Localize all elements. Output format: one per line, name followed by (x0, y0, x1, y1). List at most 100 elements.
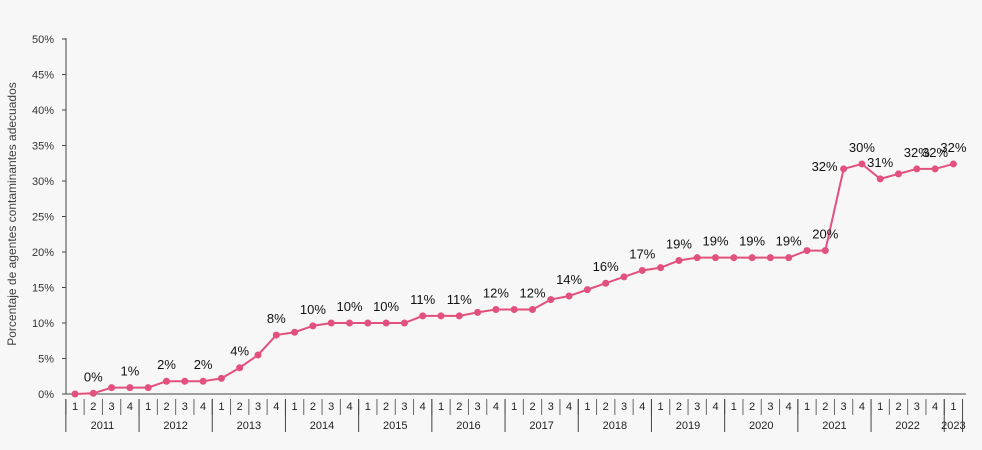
y-axis-title: Porcentaje de agentes contaminantes adec… (5, 82, 19, 346)
y-tick-label: 30% (32, 176, 54, 188)
data-label: 10% (300, 302, 326, 317)
x-quarter-label: 3 (401, 401, 407, 413)
x-quarter-label: 4 (712, 401, 718, 413)
data-point (492, 306, 500, 314)
data-point (455, 312, 463, 320)
data-point (657, 264, 665, 272)
data-label: 10% (336, 299, 362, 314)
x-quarter-label: 1 (950, 401, 956, 413)
data-point (309, 322, 317, 330)
x-year-label: 2018 (603, 420, 627, 432)
data-label: 10% (373, 299, 399, 314)
x-quarter-label: 1 (584, 401, 590, 413)
data-label: 0% (84, 369, 103, 384)
x-year-label: 2020 (749, 420, 773, 432)
data-label: 1% (121, 364, 140, 379)
data-point (638, 266, 646, 274)
data-point (675, 257, 683, 265)
x-quarter-label: 2 (163, 401, 169, 413)
x-quarter-label: 4 (566, 401, 572, 413)
y-tick-label: 10% (32, 318, 54, 330)
x-quarter-label: 4 (346, 401, 352, 413)
data-point (217, 374, 225, 382)
data-point (766, 254, 774, 262)
x-year-label: 2013 (237, 420, 261, 432)
data-point (876, 175, 884, 183)
data-point (108, 384, 116, 392)
data-point (236, 364, 244, 372)
data-point (272, 331, 280, 339)
data-point (181, 377, 189, 385)
x-quarter-label: 2 (676, 401, 682, 413)
data-point (163, 377, 170, 385)
x-year-label: 2011 (91, 420, 115, 432)
x-quarter-label: 4 (200, 401, 206, 413)
x-quarter-label: 3 (328, 401, 334, 413)
data-label: 17% (629, 246, 655, 261)
x-quarter-label: 4 (786, 401, 792, 413)
y-tick-label: 0% (38, 389, 54, 401)
data-label: 32% (922, 145, 948, 160)
data-point (949, 160, 957, 168)
x-quarter-label: 2 (90, 401, 96, 413)
y-tick-labels: 0% 5% 10% 15% 20% 25% 30% 35% 40% 45% 50% (32, 34, 66, 401)
x-quarter-label: 3 (621, 401, 627, 413)
data-point (71, 390, 79, 398)
data-point (254, 351, 262, 359)
data-point (693, 254, 701, 262)
data-point (89, 389, 97, 397)
x-quarter-label: 4 (932, 401, 938, 413)
x-quarter-label: 1 (438, 401, 444, 413)
data-point (382, 319, 390, 327)
x-quarter-label: 1 (877, 401, 883, 413)
data-label: 2% (157, 357, 176, 372)
data-point (583, 286, 591, 294)
x-quarter-label: 2 (529, 401, 535, 413)
data-label: 32% (940, 140, 966, 155)
data-label: 14% (556, 272, 582, 287)
x-year-label: 2014 (310, 420, 334, 432)
data-point (803, 247, 811, 255)
x-quarter-label: 3 (694, 401, 700, 413)
x-quarter-label: 2 (310, 401, 316, 413)
x-quarter-label: 1 (804, 401, 810, 413)
x-quarter-label: 3 (255, 401, 261, 413)
x-quarter-label: 2 (603, 401, 609, 413)
x-quarter-label: 1 (365, 401, 371, 413)
data-point (821, 247, 829, 255)
x-quarter-label: 1 (145, 401, 151, 413)
x-quarter-label: 4 (127, 401, 133, 413)
data-label: 12% (483, 286, 509, 301)
x-quarter-label: 4 (493, 401, 499, 413)
data-point (327, 319, 335, 327)
data-labels: 0% 1% 2% 2% 4% 8% 10% 10% 10% 11% 11% 12% 12% 14% 16% 1… (84, 140, 967, 384)
data-point (199, 377, 207, 385)
y-tick-label: 20% (32, 247, 54, 259)
data-point (291, 328, 299, 336)
data-point (126, 384, 134, 392)
x-quarter-label: 2 (749, 401, 755, 413)
x-year-label: 2019 (676, 420, 700, 432)
data-point (364, 319, 372, 327)
x-quarter-label: 1 (292, 401, 298, 413)
data-point (565, 292, 573, 300)
x-quarter-label: 1 (511, 401, 517, 413)
x-quarter-label: 2 (822, 401, 828, 413)
data-label: 12% (519, 286, 545, 301)
data-label: 19% (739, 234, 765, 249)
y-tick-label: 15% (32, 283, 54, 295)
data-label: 32% (904, 145, 930, 160)
x-year-label: 2022 (895, 420, 919, 432)
data-point (144, 384, 152, 392)
x-quarter-label: 1 (731, 401, 737, 413)
x-quarter-label: 3 (767, 401, 773, 413)
x-quarter-label: 2 (456, 401, 462, 413)
data-label: 19% (702, 234, 728, 249)
y-tick-label: 45% (32, 70, 54, 82)
data-point (510, 306, 518, 314)
x-quarter-label: 1 (658, 401, 664, 413)
data-point (712, 254, 719, 262)
x-year-label: 2016 (456, 420, 480, 432)
